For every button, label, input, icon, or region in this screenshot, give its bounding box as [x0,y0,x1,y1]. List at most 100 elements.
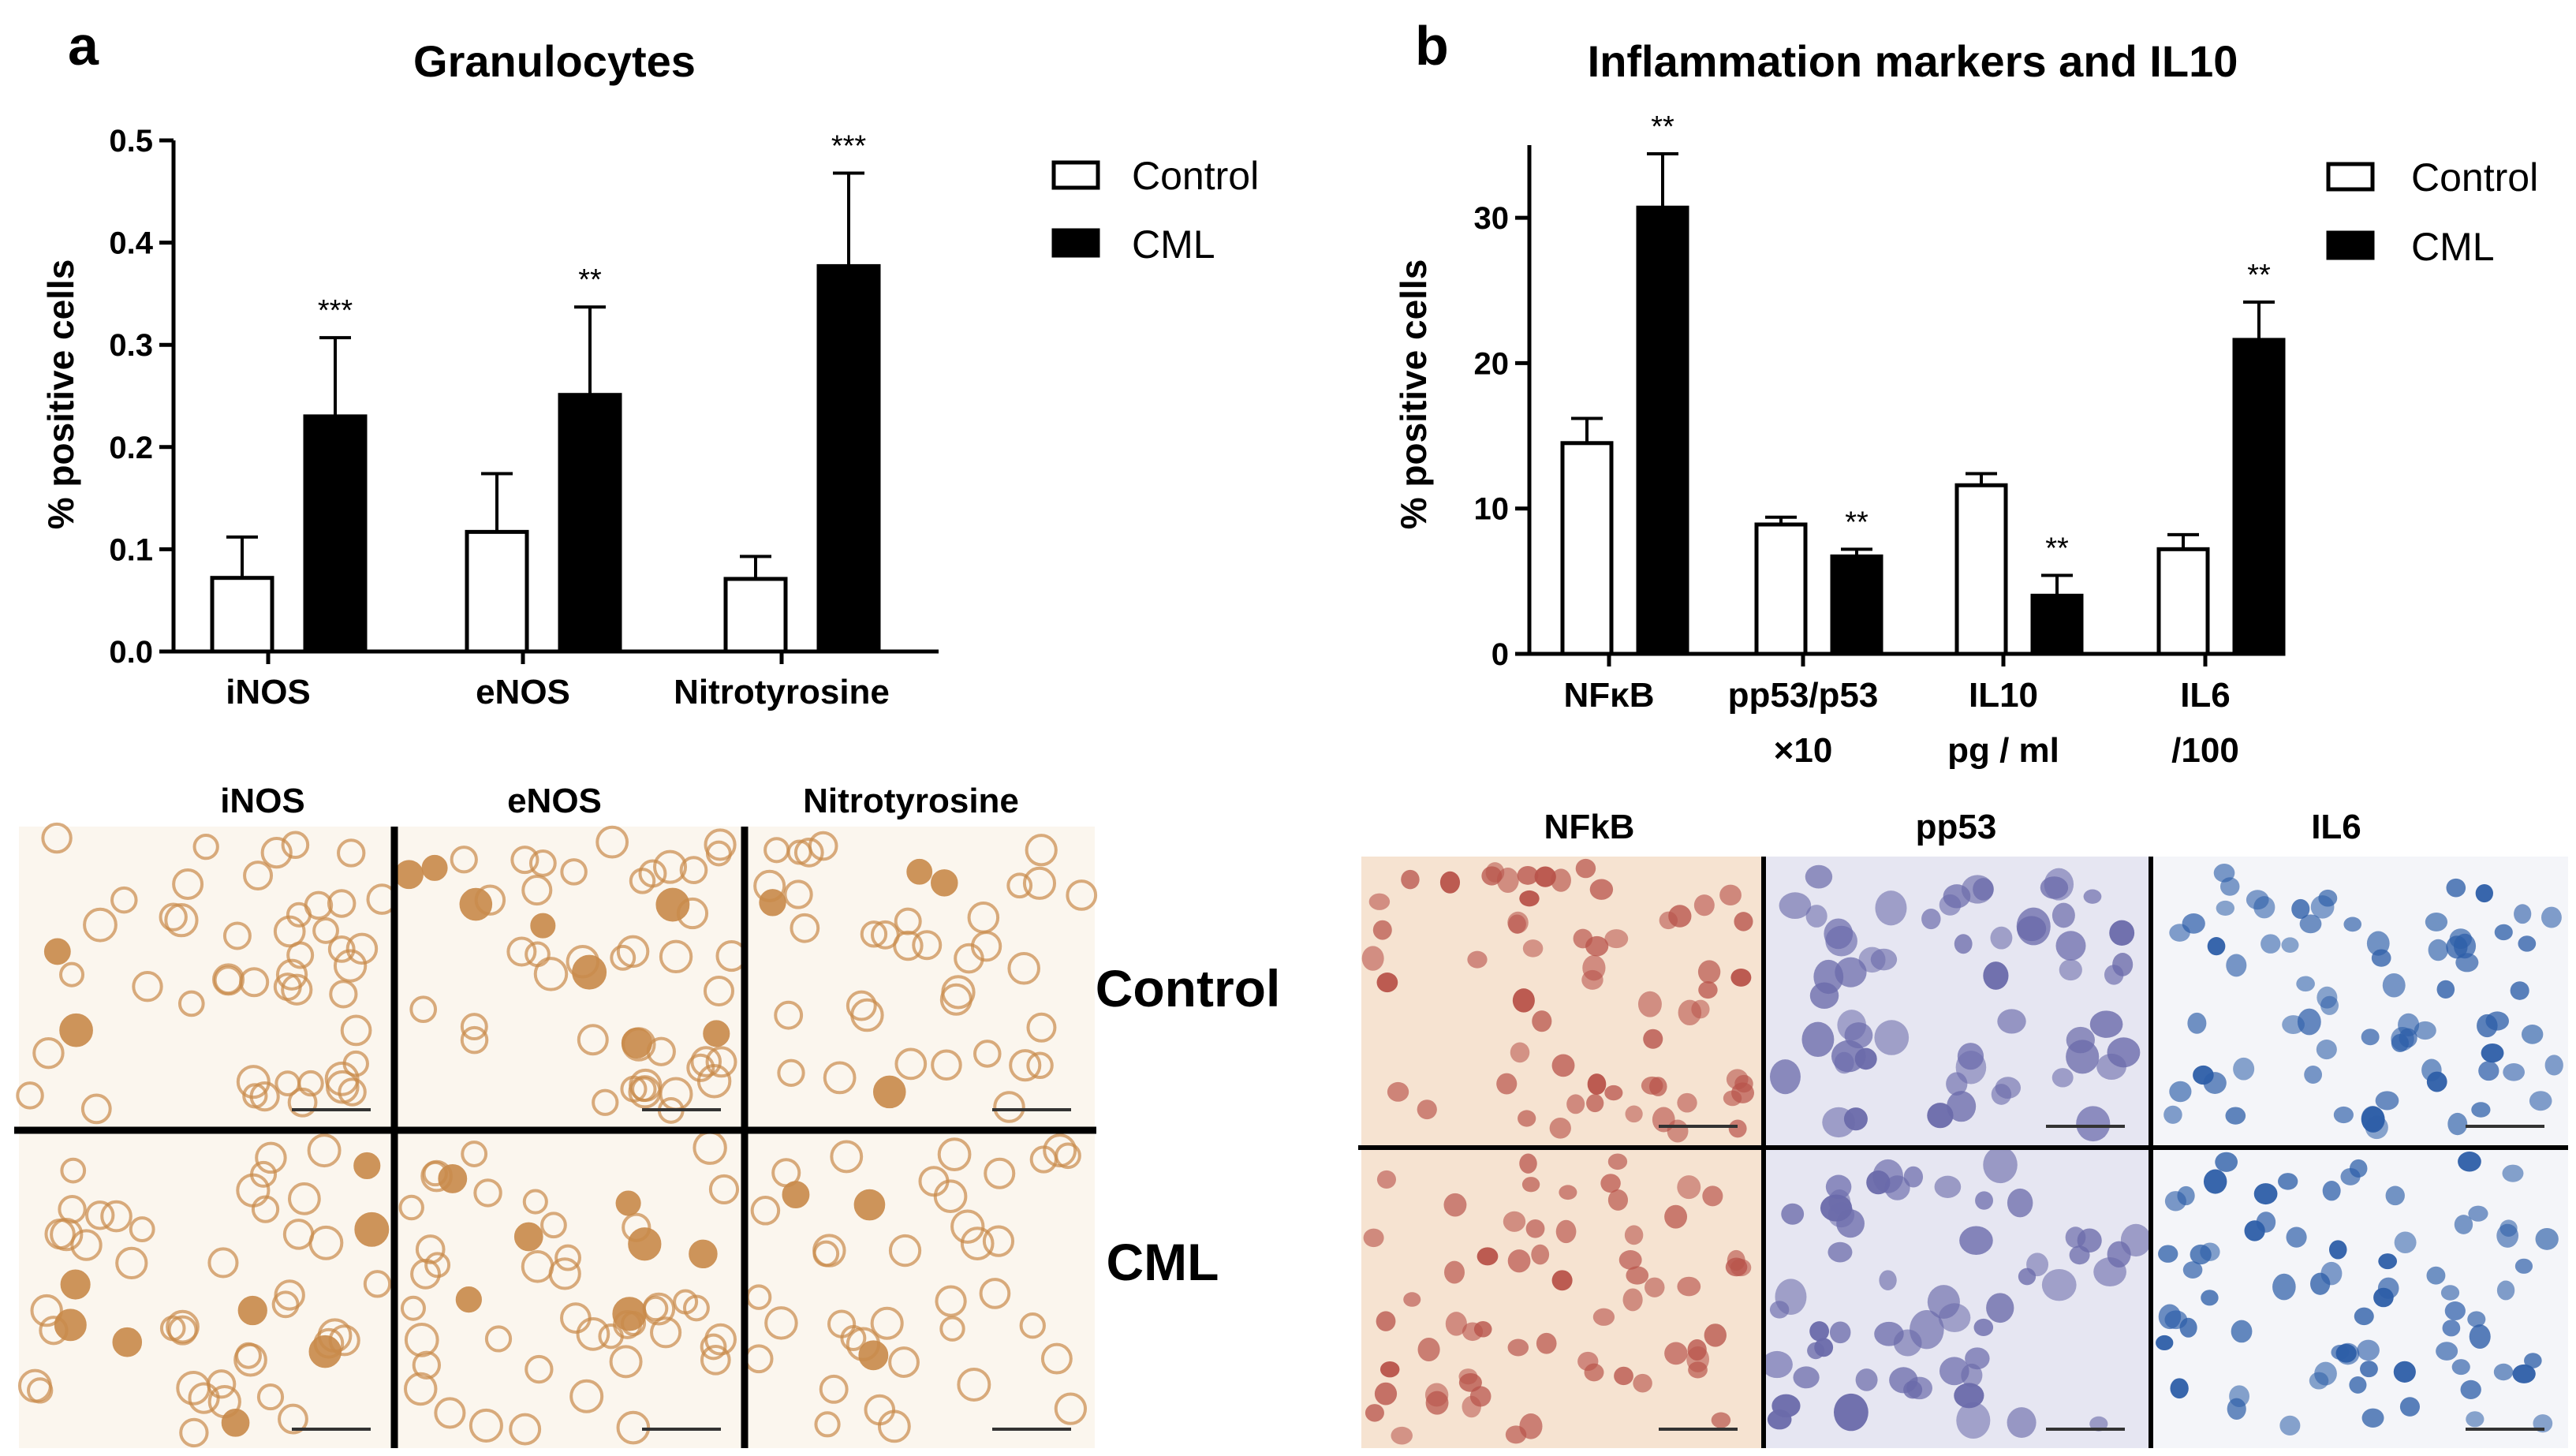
micro-a-r1-c1-cell [560,1302,592,1334]
micro-a-r0-c1-cell [572,954,607,990]
micro-b-r0-c2-cell [2316,1039,2337,1060]
micro-a-r0-c2-cell [931,1049,962,1081]
micro-a-r1-c1-cell [398,1194,424,1221]
micro-a-r1-c0-cell [308,1225,344,1260]
micro-b-r0-c1-cell [2076,1106,2111,1142]
micro-b-r0-c1-cell [1843,1107,1868,1131]
micro-b-r1-c0-cell [1624,1225,1644,1245]
micro-b-r0-c0-cell [1734,912,1753,931]
micro-b-r1-c1-cell [1903,1166,1924,1188]
chart-b-category-label: NFκB [1564,676,1655,715]
micro-b-r1-c1-cell [1825,1174,1852,1200]
chart-a-category-label: eNOS [476,673,570,711]
micro-b-r1-c2-cell [2458,1152,2481,1172]
micro-a-r1-c0-cell [288,1182,321,1215]
micro-b-r1-c2-cell [2493,1363,2514,1381]
micro-a-r0-c0-cell [59,961,85,987]
micro-b-r1-c0-cell [1600,1174,1621,1193]
micro-a-r0-c0-cell [16,1081,44,1110]
micro-b-r0-c2-cell [2478,1061,2499,1081]
micro-a-r1-c1-cell [404,1322,439,1357]
micro-b-r1-c0-cell [1417,1338,1440,1362]
micro-a-r0-c1-cell [530,913,556,939]
micro-a-r1-c2-cell [830,1140,864,1174]
chart-b-category-label: pg / ml [1947,731,2059,770]
micro-b-r0-c2-cell [2475,883,2493,903]
micro-b-r1-c0-cell [1664,1204,1688,1229]
micro-a-r0-c2-cell [860,920,888,948]
micro-b-r0-c0-cell [1512,988,1535,1013]
micro-b-r0-c0-cell [1625,1105,1643,1123]
micro-b-r0-c2-cell [2518,935,2537,952]
micro-b-r0-c2-cell [2428,939,2448,961]
micro-b-r0-c2-cell [2343,917,2362,932]
micro-a-r0-c0-cell [110,886,138,914]
micro-b-r0-c2-cell [2246,890,2269,910]
micro-b-r1-c1-cell [2069,1245,2090,1265]
micro-b-r1-c0-cell [1505,1425,1527,1444]
micro-b-r1-c0-cell [1462,1322,1484,1342]
micro-a-r0-c0-cell [41,822,73,854]
micro-b-r0-c1-cell [2051,1068,2074,1088]
micro-b-r1-c2-cell [2253,1183,2278,1205]
chart-b-title: Inflammation markers and IL10 [1588,36,2238,86]
micro-b-r1-c1-cell [1934,1175,1962,1198]
micro-a-r0-c2-cell [1026,1012,1057,1043]
micro-b-r1-c2-cell [2182,1261,2203,1279]
micro-a-r1-c1-cell [513,1222,543,1252]
micro-b-r1-c2-cell [2444,1301,2466,1321]
micro-b-r0-c0-cell [1439,871,1461,894]
micro-b-r1-c2-cell [2469,1324,2491,1349]
micro-a-r0-c0-cell [243,861,274,891]
micro-a-row-control: Control [1096,959,1281,1017]
micro-b-r0-c1-cell [1997,1009,2026,1034]
micro-b-r0-c2-cell [2471,1102,2491,1118]
micro-b-r1-c2-cell [2215,1152,2238,1172]
micro-b-r0-c2-cell [2361,1106,2385,1133]
micro-a-r1-c1-cell [424,1252,451,1279]
micro-b-r0-c0-cell [1589,879,1614,900]
micro-b-r0-c0-cell [1401,869,1420,890]
micro-b-r1-c1-cell [1973,1318,1994,1337]
micro-a-r0-c0-cell [340,1014,372,1047]
micro-a-r1-c0-cell [353,1152,381,1180]
micro-b-r0-c1-cell [1983,961,2009,990]
micro-a-r0-c2-cell [931,869,958,897]
micro-b-r1-c1-cell [1961,1363,1983,1387]
micro-b-r1-c0-cell [1458,1368,1478,1385]
micro-a-r0-c0-cell [159,902,188,931]
micro-b-r0-c1-cell [2051,902,2075,928]
micro-a-r1-c1-cell [412,1350,442,1379]
micro-a-r0-c0-cell [286,902,312,928]
micro-b-r1-c1-cell [1975,1191,1993,1210]
micro-b-r0-c0-cell [1467,950,1488,969]
micro-b-r1-c2-cell [2229,1385,2249,1408]
micro-b-r1-c2-cell [2440,1285,2460,1301]
micro-a-r0-c1-cell [679,856,708,884]
micro-a-r1-c2-cell [933,1179,968,1213]
micro-b-r1-c2-cell [2158,1245,2178,1263]
micro-b-r1-c0-cell [1379,1361,1400,1378]
micro-b-r0-c0-cell [1585,935,1609,957]
micro-b-r0-c0-cell [1604,1085,1623,1101]
micro-b-r1-c2-cell [2190,1244,2212,1265]
micro-a-r0-c2-cell [906,858,933,885]
micro-b-r0-c1-cell [1801,1021,1835,1058]
micro-a-r1-c2-cell [888,1346,920,1378]
micro-b-r1-c0-cell [1711,1412,1731,1428]
micro-b-r0-c0-cell [1604,929,1629,949]
micro-a-r1-c1-cell [521,1250,554,1283]
micro-a-r0-c2-cell [850,998,884,1032]
micro-b-r1-c0-cell [1607,1153,1628,1170]
chart-b-bar-cml [2030,593,2084,656]
micro-b-col-il6: IL6 [2311,808,2361,846]
micro-a-r1-c2 [744,1133,1095,1448]
micro-a-r0-c2-cell [872,1075,906,1109]
micro-b-r1-c1-cell [2093,1257,2126,1287]
micro-b-r1-c1-cell [1814,1338,1834,1357]
micro-a-r0-c0-cell [275,958,308,991]
micrographs-a: iNOS eNOS Nitrotyrosine Control CML [14,782,1280,1448]
micro-a-r1-c2-cell [935,1285,967,1317]
micro-b-r0-c1-cell [1943,884,1971,909]
micro-b-r0-c0 [1361,857,1761,1145]
